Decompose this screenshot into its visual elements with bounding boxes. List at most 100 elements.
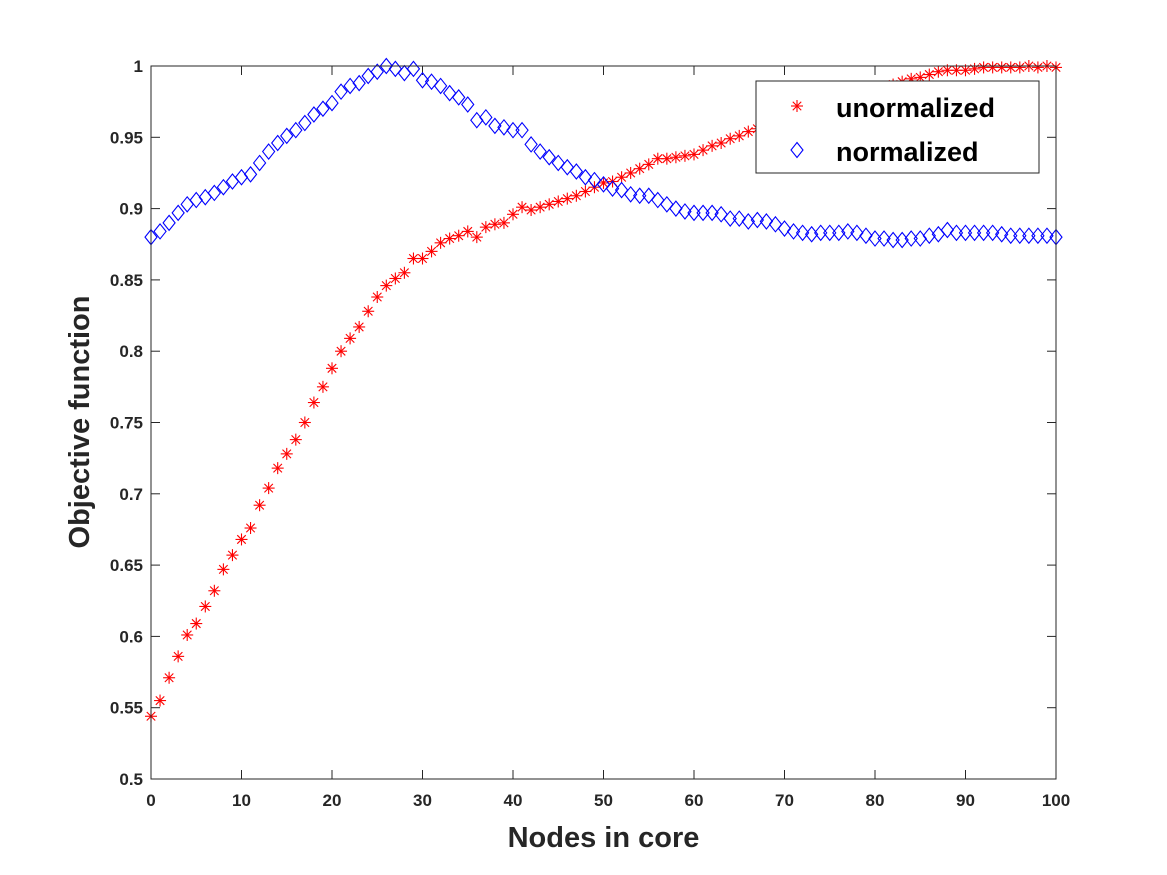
data-point-normalized: [479, 108, 493, 126]
data-point-normalized: [714, 205, 728, 223]
y-tick-label: 0.65: [110, 556, 143, 575]
plot-area-frame: [150, 65, 1057, 780]
data-point-unormalized: [344, 332, 357, 345]
legend-diamond-icon: [790, 141, 804, 159]
data-point-unormalized: [932, 65, 945, 78]
y-axis-label: Objective function: [64, 296, 96, 549]
data-point-normalized: [759, 213, 774, 230]
data-point-unormalized: [271, 462, 284, 475]
data-point-normalized: [370, 63, 384, 81]
data-point-normalized: [642, 187, 656, 205]
data-point-unormalized: [651, 152, 664, 165]
data-point-unormalized: [579, 185, 592, 198]
data-point-unormalized: [552, 195, 565, 208]
data-point-normalized: [379, 57, 394, 75]
y-axis: 0.5 0.55 0.6 0.65 0.7 0.75 0.8 0.85 0.9 0.95 1: [110, 57, 1056, 789]
data-point-normalized: [352, 74, 366, 92]
y-tick-label: 0.9: [119, 200, 143, 219]
data-point-unormalized: [615, 171, 628, 184]
data-point-unormalized: [190, 617, 203, 630]
x-tick-label: 100: [1042, 791, 1070, 810]
data-point-normalized: [994, 225, 1009, 243]
data-point-unormalized: [624, 166, 637, 179]
data-point-normalized: [823, 224, 837, 242]
data-point-normalized: [280, 127, 294, 145]
data-point-unormalized: [335, 345, 348, 358]
data-point-normalized: [497, 118, 511, 136]
data-point-normalized: [1031, 227, 1045, 245]
data-point-normalized: [678, 203, 692, 220]
data-point-normalized: [1022, 227, 1036, 245]
data-point-unormalized: [525, 204, 538, 217]
data-point-normalized: [904, 230, 918, 247]
x-tick-label: 40: [504, 791, 523, 810]
data-point-unormalized: [307, 396, 320, 409]
data-point-normalized: [940, 221, 955, 239]
data-point-normalized: [976, 224, 991, 242]
y-tick-label: 0.7: [119, 485, 143, 504]
data-point-normalized: [696, 204, 710, 222]
data-point-unormalized: [697, 144, 710, 157]
data-point-unormalized: [416, 252, 429, 265]
data-point-unormalized: [561, 192, 574, 205]
data-point-normalized: [207, 184, 222, 202]
data-point-unormalized: [724, 132, 737, 145]
data-point-normalized: [451, 88, 466, 106]
data-point-unormalized: [715, 137, 728, 150]
x-axis-label: Nodes in core: [508, 822, 700, 854]
x-tick-label: 0: [146, 791, 155, 810]
data-point-unormalized: [968, 62, 981, 75]
data-point-normalized: [415, 71, 430, 89]
data-point-unormalized: [950, 64, 963, 77]
data-point-unormalized: [199, 600, 212, 613]
data-point-unormalized: [543, 198, 556, 211]
y-tick-label: 0.75: [110, 414, 143, 433]
data-point-normalized: [289, 121, 303, 139]
data-point-unormalized: [371, 291, 384, 304]
y-tick-label: 0.85: [110, 271, 143, 290]
data-point-unormalized: [479, 221, 492, 234]
data-point-unormalized: [289, 433, 302, 446]
x-tick-label: 70: [775, 791, 794, 810]
data-point-unormalized: [516, 201, 529, 214]
data-point-normalized: [768, 215, 783, 233]
data-point-unormalized: [497, 216, 510, 229]
data-point-unormalized: [669, 151, 682, 164]
data-point-unormalized: [742, 125, 755, 138]
data-point-unormalized: [154, 694, 167, 707]
x-tick-label: 30: [413, 791, 432, 810]
data-point-normalized: [705, 204, 719, 222]
y-tick-label: 0.55: [110, 699, 143, 718]
data-point-normalized: [1004, 227, 1018, 245]
data-point-normalized: [723, 210, 737, 227]
data-point-normalized: [877, 230, 891, 247]
data-point-unormalized: [380, 279, 393, 292]
data-point-normalized: [614, 181, 629, 199]
data-point-unormalized: [1013, 61, 1026, 74]
x-tick-label: 50: [594, 791, 613, 810]
data-point-unormalized: [642, 158, 655, 171]
data-point-unormalized: [534, 201, 547, 214]
data-point-unormalized: [181, 628, 194, 641]
data-point-normalized: [687, 204, 701, 222]
legend-asterisk-icon: [791, 100, 803, 112]
data-point-normalized: [949, 224, 964, 242]
data-point-normalized: [515, 121, 529, 139]
data-point-normalized: [433, 77, 448, 95]
data-point-normalized: [542, 148, 556, 166]
data-point-unormalized: [298, 416, 311, 429]
data-point-normalized: [569, 163, 584, 180]
data-point-unormalized: [235, 533, 248, 546]
data-point-normalized: [533, 143, 547, 160]
data-point-unormalized: [172, 650, 185, 663]
data-point-unormalized: [262, 482, 275, 495]
data-point-unormalized: [1031, 61, 1044, 74]
data-point-normalized: [958, 224, 973, 242]
data-point-normalized: [841, 223, 855, 240]
y-tick-label: 1: [134, 57, 143, 76]
y-tick-label: 0.8: [119, 342, 143, 361]
data-point-unormalized: [706, 139, 719, 152]
data-point-normalized: [605, 180, 620, 198]
data-point-normalized: [325, 94, 339, 112]
data-point-normalized: [216, 178, 231, 196]
